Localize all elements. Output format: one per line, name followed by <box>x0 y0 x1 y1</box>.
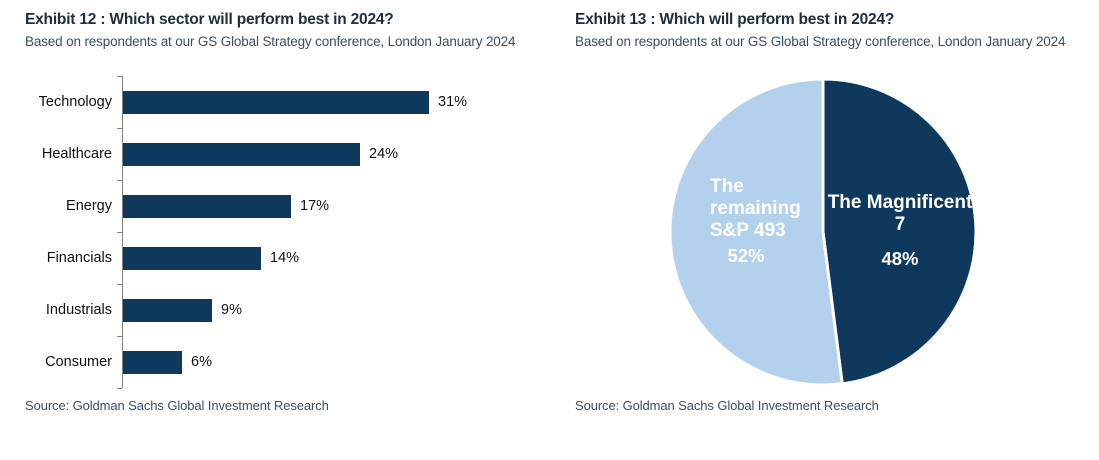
bar <box>123 90 429 114</box>
bar-category-label: Technology <box>38 94 112 110</box>
bar-value-label: 31% <box>438 94 468 110</box>
bar-axis-tick <box>117 128 122 129</box>
exhibit12-source: Source: Goldman Sachs Global Investment … <box>25 398 329 413</box>
bar <box>123 350 182 374</box>
bar-value-label: 24% <box>369 146 399 162</box>
bar-value-label: 14% <box>270 250 300 266</box>
bar <box>123 194 291 218</box>
bar-axis-tick <box>117 284 122 285</box>
pie-slice-the-magnificent-7 <box>821 77 978 386</box>
magnificent7-pie-chart: The remaining S&P 493 52% The Magnificen… <box>658 67 988 397</box>
bar-category-label: Energy <box>66 198 112 214</box>
bar-category-label: Healthcare <box>41 146 112 162</box>
bar-value-label: 17% <box>300 198 330 214</box>
bar-axis-tick <box>117 336 122 337</box>
bar-axis-tick <box>117 76 122 77</box>
exhibit13-source: Source: Goldman Sachs Global Investment … <box>575 398 879 413</box>
exhibit12-title: Exhibit 12 : Which sector will perform b… <box>25 11 394 28</box>
exhibit12-subtitle: Based on respondents at our GS Global St… <box>25 34 516 49</box>
bar <box>123 142 360 166</box>
bar-category-label: Consumer <box>45 354 112 370</box>
bar-value-label: 6% <box>191 354 212 370</box>
bar-axis-tick <box>117 232 122 233</box>
bar <box>123 246 261 270</box>
exhibit13-title: Exhibit 13 : Which will perform best in … <box>575 11 895 28</box>
pie-svg <box>668 77 978 387</box>
pie-label-remaining-sp493: The remaining S&P 493 <box>710 176 801 241</box>
bar <box>123 298 212 322</box>
exhibit13-subtitle: Based on respondents at our GS Global St… <box>575 34 1066 49</box>
bar-category-label: Industrials <box>45 302 112 318</box>
pie-slice-the-remaining-s-p-493 <box>668 77 844 387</box>
pie-label-magnificent-7: The Magnificent 7 <box>827 192 973 235</box>
bar-category-label: Financials <box>46 250 112 266</box>
pie-pct-magnificent-7: 48% <box>881 248 919 269</box>
pie-pct-remaining-sp493: 52% <box>727 245 765 266</box>
sector-bar-chart: Technology 31% Healthcare 24% Energy 17% Finan… <box>38 76 468 389</box>
bar-axis-tick <box>117 388 122 389</box>
bar-value-label: 9% <box>221 302 242 318</box>
bar-axis-line <box>122 76 123 388</box>
bar-axis-tick <box>117 180 122 181</box>
